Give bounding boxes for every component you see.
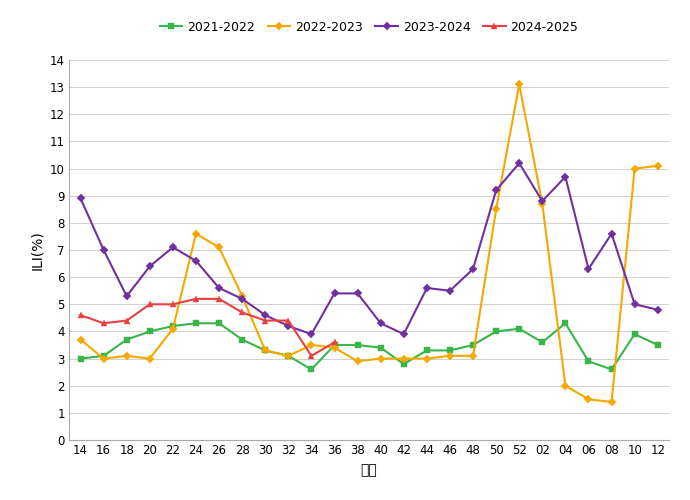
2022-2023 bbox=[77, 336, 85, 342]
Line: 2023-2024: 2023-2024 bbox=[78, 160, 660, 337]
2023-2024 bbox=[261, 312, 269, 318]
2021-2022 bbox=[515, 326, 524, 332]
2022-2023 bbox=[169, 326, 177, 332]
2022-2023 bbox=[215, 244, 224, 250]
2021-2022 bbox=[584, 358, 593, 364]
2023-2024 bbox=[538, 198, 546, 204]
2022-2023 bbox=[446, 353, 454, 359]
2024-2025 bbox=[192, 296, 200, 302]
2023-2024 bbox=[446, 288, 454, 294]
2021-2022 bbox=[561, 320, 569, 326]
2023-2024 bbox=[400, 331, 408, 337]
Legend: 2021-2022, 2022-2023, 2023-2024, 2024-2025: 2021-2022, 2022-2023, 2023-2024, 2024-20… bbox=[160, 20, 578, 34]
2022-2023 bbox=[123, 353, 131, 359]
2024-2025 bbox=[99, 320, 108, 326]
2023-2024 bbox=[284, 323, 293, 329]
2023-2024 bbox=[307, 331, 315, 337]
2024-2025 bbox=[261, 318, 269, 324]
2022-2023 bbox=[607, 399, 615, 405]
2021-2022 bbox=[215, 320, 224, 326]
2024-2025 bbox=[169, 302, 177, 308]
2021-2022 bbox=[400, 361, 408, 367]
2021-2022 bbox=[99, 353, 108, 359]
2023-2024 bbox=[215, 285, 224, 291]
2023-2024 bbox=[238, 296, 246, 302]
2022-2023 bbox=[515, 82, 524, 87]
2021-2022 bbox=[653, 342, 662, 348]
2021-2022 bbox=[423, 348, 431, 354]
2023-2024 bbox=[169, 244, 177, 250]
2021-2022 bbox=[353, 342, 362, 348]
Line: 2021-2022: 2021-2022 bbox=[78, 320, 660, 372]
2022-2023 bbox=[284, 353, 293, 359]
2022-2023 bbox=[331, 344, 339, 350]
2021-2022 bbox=[538, 340, 546, 345]
2023-2024 bbox=[561, 174, 569, 180]
2024-2025 bbox=[331, 340, 339, 345]
2022-2023 bbox=[538, 201, 546, 207]
2022-2023 bbox=[584, 396, 593, 402]
2022-2023 bbox=[307, 342, 315, 348]
Line: 2024-2025: 2024-2025 bbox=[77, 296, 338, 360]
2024-2025 bbox=[307, 353, 315, 359]
2022-2023 bbox=[353, 358, 362, 364]
2023-2024 bbox=[146, 264, 154, 270]
2023-2024 bbox=[331, 290, 339, 296]
2023-2024 bbox=[123, 293, 131, 299]
2023-2024 bbox=[423, 285, 431, 291]
2022-2023 bbox=[469, 353, 477, 359]
2023-2024 bbox=[192, 258, 200, 264]
2021-2022 bbox=[123, 336, 131, 342]
2022-2023 bbox=[423, 356, 431, 362]
2022-2023 bbox=[377, 356, 385, 362]
2021-2022 bbox=[307, 366, 315, 372]
X-axis label: 周次: 周次 bbox=[361, 462, 377, 476]
2024-2025 bbox=[77, 312, 85, 318]
2023-2024 bbox=[469, 266, 477, 272]
2024-2025 bbox=[215, 296, 224, 302]
2021-2022 bbox=[331, 342, 339, 348]
2023-2024 bbox=[653, 306, 662, 312]
2024-2025 bbox=[146, 302, 154, 308]
2022-2023 bbox=[261, 348, 269, 354]
2021-2022 bbox=[169, 323, 177, 329]
2023-2024 bbox=[515, 160, 524, 166]
2023-2024 bbox=[492, 188, 500, 194]
2022-2023 bbox=[653, 163, 662, 169]
2022-2023 bbox=[561, 382, 569, 388]
2021-2022 bbox=[284, 353, 293, 359]
2021-2022 bbox=[238, 336, 246, 342]
2022-2023 bbox=[146, 356, 154, 362]
2021-2022 bbox=[377, 344, 385, 350]
2023-2024 bbox=[99, 247, 108, 253]
2023-2024 bbox=[353, 290, 362, 296]
2023-2024 bbox=[631, 302, 639, 308]
2022-2023 bbox=[192, 230, 200, 236]
Line: 2022-2023: 2022-2023 bbox=[78, 82, 660, 405]
2021-2022 bbox=[492, 328, 500, 334]
2021-2022 bbox=[631, 331, 639, 337]
2023-2024 bbox=[584, 266, 593, 272]
2021-2022 bbox=[607, 366, 615, 372]
2024-2025 bbox=[123, 318, 131, 324]
2021-2022 bbox=[469, 342, 477, 348]
2021-2022 bbox=[261, 348, 269, 354]
2022-2023 bbox=[492, 206, 500, 212]
Y-axis label: ILI(%): ILI(%) bbox=[30, 230, 44, 270]
2021-2022 bbox=[446, 348, 454, 354]
2022-2023 bbox=[400, 356, 408, 362]
2024-2025 bbox=[284, 318, 293, 324]
2023-2024 bbox=[77, 196, 85, 202]
2021-2022 bbox=[77, 356, 85, 362]
2023-2024 bbox=[377, 320, 385, 326]
2024-2025 bbox=[238, 310, 246, 316]
2021-2022 bbox=[192, 320, 200, 326]
2022-2023 bbox=[631, 166, 639, 172]
2022-2023 bbox=[99, 356, 108, 362]
2021-2022 bbox=[146, 328, 154, 334]
2022-2023 bbox=[238, 293, 246, 299]
2023-2024 bbox=[607, 230, 615, 236]
